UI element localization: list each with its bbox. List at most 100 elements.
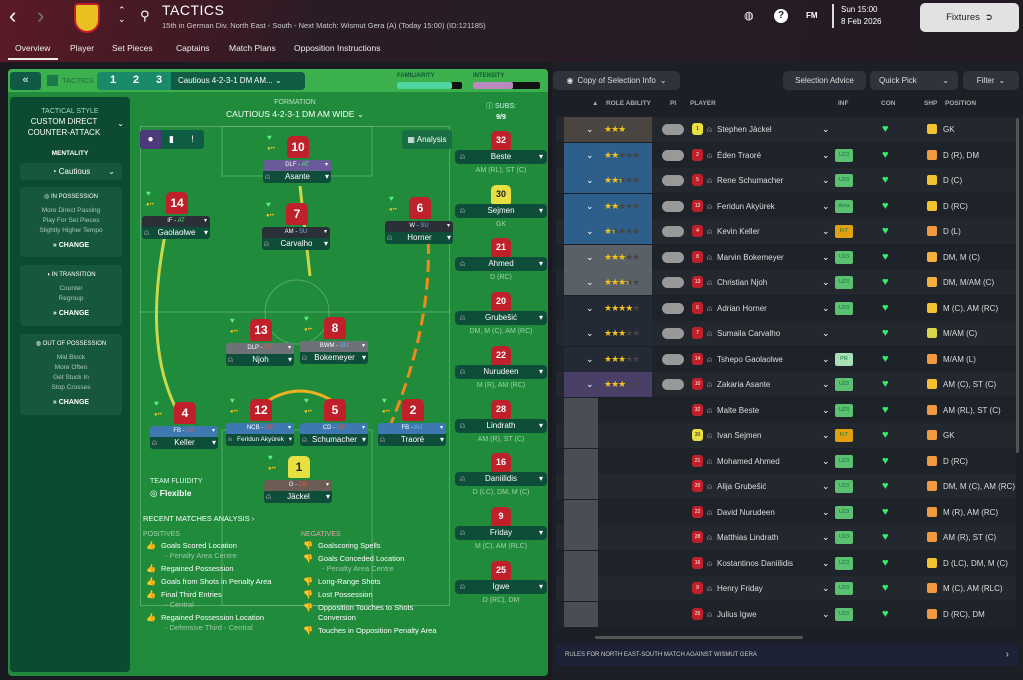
stats-view-icon[interactable]: ▮	[169, 134, 174, 144]
pitch-player-card[interactable]: 4 ♥ ●•• FB - DE ▾ ⍝ Keller ▾	[150, 399, 218, 449]
sub-player[interactable]: 22 ⍝ Nurudeen ▾ M (R), AM (RC)	[455, 345, 547, 390]
player-name[interactable]: Sumaila Carvalho	[717, 329, 781, 338]
chevron-down-icon[interactable]: ⌄	[942, 76, 949, 85]
table-row[interactable]: 28 ⍝ Matthias Lindrath ⌄ U23 ♥ AM (R), ST (C)	[556, 525, 1016, 550]
tactical-style-select[interactable]: CUSTOM DIRECT COUNTER-ATTACK ⌄	[10, 116, 130, 138]
role-slot[interactable]	[564, 193, 652, 219]
pitch-player-card[interactable]: 14 ♥ ●•• IF - AT ▾ ⍝ Gaolaolwe ▾	[142, 189, 210, 239]
player-name[interactable]: Stephen Jäckel	[717, 125, 772, 134]
analysis-button[interactable]: ▦ Analysis	[402, 130, 452, 149]
role-slot[interactable]	[564, 346, 652, 372]
player-name-select[interactable]: ⍝ Gaolaolwe ▾	[142, 227, 210, 239]
column-header-position[interactable]: POSITION	[945, 100, 977, 107]
chevron-down-icon[interactable]: ⌄	[822, 583, 830, 593]
collapse-button[interactable]: «	[10, 72, 41, 90]
tab-captains[interactable]: Captains	[176, 43, 210, 53]
player-name[interactable]: Adrian Horner	[717, 303, 767, 313]
player-name[interactable]: Mohamed Ahmed	[717, 456, 780, 466]
globe-icon[interactable]: ◍	[744, 10, 754, 22]
sort-icon[interactable]: ▲	[592, 100, 599, 107]
role-duty[interactable]: DLF - AT ▾	[263, 160, 331, 171]
switch-arrows-icon[interactable]: ⌃ ⌄	[118, 5, 126, 24]
player-view-icon[interactable]: ●	[140, 130, 161, 149]
formation-select[interactable]: CAUTIOUS 4-2-3-1 DM AM WIDE ⌄	[140, 109, 450, 120]
tactic-slot-3[interactable]: 3	[156, 74, 163, 86]
forward-icon[interactable]: ›	[37, 3, 45, 28]
column-header-role-ability[interactable]: ROLE ABILITY	[606, 100, 651, 107]
player-instructions-icon[interactable]	[662, 124, 684, 135]
role-slot[interactable]	[564, 244, 652, 270]
player-instructions-icon[interactable]	[662, 302, 684, 314]
horizontal-scrollbar[interactable]	[595, 636, 803, 639]
player-name[interactable]: Marvin Bokemeyer	[717, 252, 784, 262]
table-row[interactable]: 9 ⍝ Henry Friday ⌄ U23 ♥ M (C), AM (RLC)	[556, 576, 1016, 601]
table-row[interactable]: ⌄ ★★★★★ 8 ⍝ Marvin Bokemeyer ⌄ U23 ♥ DM, M (C)	[556, 244, 1016, 270]
player-instructions-icon[interactable]	[662, 277, 684, 288]
sub-player[interactable]: 32 ⍝ Beste ▾ AM (RL), ST (C)	[455, 131, 547, 175]
chevron-down-icon[interactable]: ⌄	[586, 226, 594, 236]
player-instructions-icon[interactable]	[662, 328, 684, 339]
player-name-select[interactable]: ⍝ Njoh ▾	[226, 354, 294, 366]
role-duty[interactable]: W - SU ▾	[385, 221, 453, 232]
role-duty[interactable]: FB - AU ▾	[378, 423, 446, 434]
role-duty[interactable]: FB - DE ▾	[150, 426, 218, 437]
pitch-player-card[interactable]: 1 ♥ ●•• G - DE ▾ ⍝ Jäckel ▾	[264, 453, 332, 503]
chevron-down-icon[interactable]: ⌄	[586, 302, 594, 313]
in-transition-box[interactable]: ◑ IN TRANSITION Counter Regroup » CHANGE	[20, 265, 122, 326]
player-name[interactable]: Julius Igwe	[717, 609, 757, 619]
table-row[interactable]: 22 ⍝ David Nurudeen ⌄ U23 ♥ M (R), AM (RC)	[556, 499, 1016, 525]
role-duty[interactable]: IF - AT ▾	[142, 216, 210, 227]
table-row[interactable]: ⌄ ★★★★★ 12 ⍝ Feridun Akyürek ⌄ Ama ♥ D (RC)	[556, 193, 1016, 219]
player-name[interactable]: Tshepo Gaolaolwe	[717, 354, 783, 364]
table-row[interactable]: 32 ⍝ Malte Beste ⌄ U23 ♥ AM (RL), ST (C)	[556, 397, 1016, 423]
sub-player[interactable]: 9 ⍝ Friday ▾ M (C), AM (RLC)	[455, 506, 547, 551]
role-duty[interactable]: NCB - DE ▾	[226, 423, 294, 434]
vertical-scrollbar[interactable]	[1016, 118, 1019, 453]
player-name-select[interactable]: ⍝ Asante ▾	[263, 171, 331, 183]
sub-name-select[interactable]: ⍝ Ahmed ▾	[455, 257, 547, 272]
player-name-select[interactable]: ⍝ Horner ▾	[385, 232, 453, 244]
player-name[interactable]: Kevin Keller	[717, 227, 760, 236]
tab-player[interactable]: Player	[70, 43, 95, 53]
sub-name-select[interactable]: ⍝ Grubešić ▾	[455, 311, 547, 326]
player-name[interactable]: Christian Njoh	[717, 278, 768, 287]
sub-player[interactable]: 21 ⍝ Ahmed ▾ D (RC)	[455, 238, 547, 282]
chevron-down-icon[interactable]: ⌄	[822, 328, 830, 338]
role-duty[interactable]: AM - SU ▾	[262, 227, 330, 238]
table-row[interactable]: ⌄ ★★★★★ 7 ⍝ Sumaila Carvalho ⌄ ♥ M/AM (C)	[556, 321, 1016, 346]
table-row[interactable]: ⌄ ★★★★★ 1 ⍝ Stephen Jäckel ⌄ ♥ GK	[556, 117, 1016, 142]
table-row[interactable]: ⌄ ★★★★★ 13 ⍝ Christian Njoh ⌄ U23 ♥ DM, M/AM (C)	[556, 270, 1016, 295]
role-duty[interactable]: BWM - SU ▾	[300, 341, 368, 352]
column-header-shp[interactable]: SHP	[924, 100, 938, 107]
table-row[interactable]: ⌄ ★★★★★ 10 ⍝ Zakaria Asante ⌄ U23 ♥ AM (C), ST (…	[556, 372, 1016, 397]
role-slot[interactable]	[564, 372, 652, 397]
chevron-down-icon[interactable]: ⌄	[586, 251, 594, 262]
player-name-select[interactable]: ⍝ Keller ▾	[150, 437, 218, 449]
table-row[interactable]: ⌄ ★★★★★ 6 ⍝ Adrian Horner ⌄ U23 ♥ M (C), AM (RC)	[556, 295, 1016, 321]
sub-player[interactable]: 28 ⍝ Lindrath ▾ AM (R), ST (C)	[455, 399, 547, 444]
role-slot[interactable]	[564, 168, 652, 193]
role-slot[interactable]	[564, 295, 652, 321]
chevron-down-icon[interactable]: ⌄	[822, 455, 830, 466]
tab-overview[interactable]: Overview	[15, 43, 51, 53]
chevron-down-icon[interactable]: ⌄	[822, 506, 830, 517]
sub-name-select[interactable]: ⍝ Sejmen ▾	[455, 203, 547, 218]
sub-player[interactable]: 30 ⍝ Sejmen ▾ GK	[455, 184, 547, 229]
role-slot[interactable]	[564, 270, 652, 295]
tactic-slot-1[interactable]: 1	[110, 74, 117, 86]
help-icon[interactable]: ?	[774, 9, 788, 23]
player-name[interactable]: Feridun Akyürek	[717, 201, 775, 211]
chevron-down-icon[interactable]: ⌄	[586, 124, 594, 134]
selection-advice-button[interactable]: Selection Advice	[783, 71, 866, 90]
table-row[interactable]: 25 ⍝ Julius Igwe ⌄ U23 ♥ D (RC), DM	[556, 601, 1016, 627]
player-name[interactable]: Alija Grubešić	[717, 482, 767, 491]
tab-set-pieces[interactable]: Set Pieces	[112, 43, 153, 53]
pitch-player-card[interactable]: 7 ♥ ●•• AM - SU ▾ ⍝ Carvalho ▾	[262, 200, 330, 250]
role-slot[interactable]	[564, 142, 652, 168]
analysis-title[interactable]: RECENT MATCHES ANALYSIS ›	[143, 514, 255, 523]
chevron-down-icon[interactable]: ⌄	[822, 379, 830, 389]
table-row[interactable]: ⌄ ★★★★★ 4 ⍝ Kevin Keller ⌄ FrT ♥ D (L)	[556, 219, 1016, 244]
tactic-slot-2[interactable]: 2	[133, 74, 140, 86]
chevron-down-icon[interactable]: ⌄	[586, 175, 594, 185]
alert-view-icon[interactable]: !	[191, 134, 194, 144]
